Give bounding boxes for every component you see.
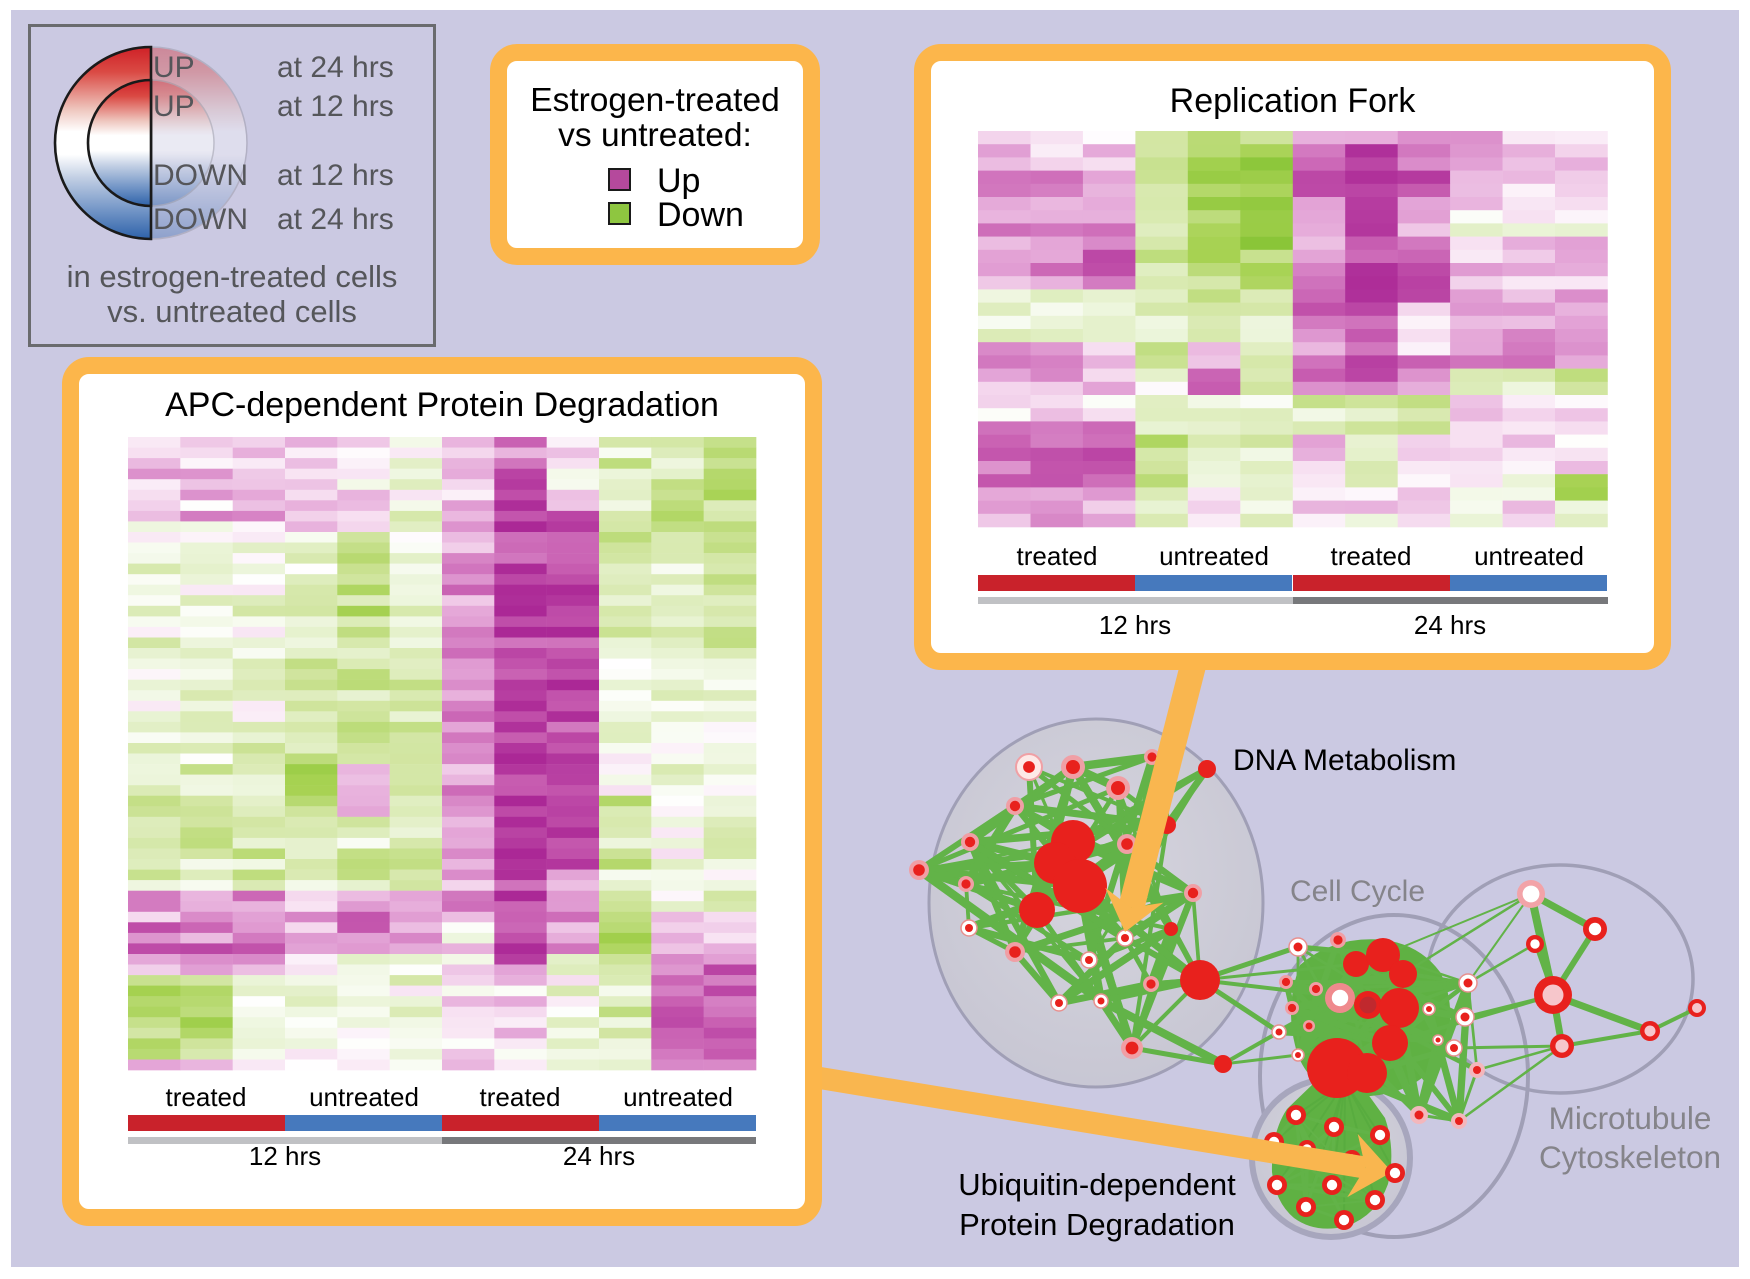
svg-text:Microtubule: Microtubule bbox=[1549, 1100, 1712, 1136]
svg-text:DNA Metabolism: DNA Metabolism bbox=[1233, 744, 1456, 777]
svg-text:Cytoskeleton: Cytoskeleton bbox=[1539, 1139, 1721, 1175]
svg-text:Cell Cycle: Cell Cycle bbox=[1290, 875, 1425, 908]
svg-text:Ubiquitin-dependent: Ubiquitin-dependent bbox=[958, 1167, 1236, 1202]
svg-text:Protein Degradation: Protein Degradation bbox=[959, 1207, 1235, 1242]
